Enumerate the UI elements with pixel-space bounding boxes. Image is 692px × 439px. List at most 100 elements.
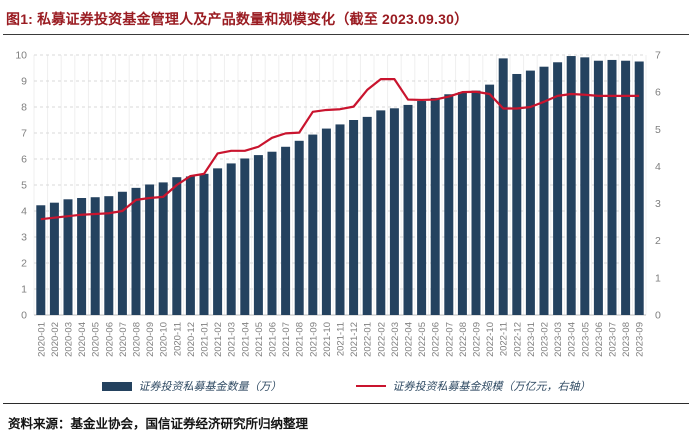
bar bbox=[593, 60, 603, 315]
title-divider bbox=[3, 34, 689, 35]
bar bbox=[281, 146, 291, 315]
x-axis-label: 2021-09 bbox=[308, 322, 319, 357]
x-axis-label: 2022-04 bbox=[404, 322, 415, 357]
scale-line bbox=[40, 78, 640, 221]
x-axis-label: 2022-08 bbox=[458, 322, 469, 357]
bar bbox=[485, 84, 495, 315]
x-axis-label: 2021-12 bbox=[349, 322, 360, 357]
bar bbox=[131, 187, 141, 315]
left-axis-tick: 0 bbox=[21, 310, 27, 322]
bar bbox=[321, 128, 331, 315]
x-axis-label: 2022-05 bbox=[417, 322, 428, 357]
bar bbox=[430, 97, 440, 316]
x-axis-label: 2020-11 bbox=[172, 322, 183, 356]
x-axis-label: 2022-02 bbox=[376, 322, 387, 357]
bar bbox=[417, 101, 427, 316]
right-axis-tick: 3 bbox=[655, 198, 661, 210]
left-axis-tick: 3 bbox=[21, 232, 27, 244]
x-axis-label: 2023-02 bbox=[540, 322, 551, 357]
x-axis-label: 2021-06 bbox=[268, 322, 279, 357]
bar bbox=[634, 61, 644, 315]
x-axis-label: 2021-02 bbox=[213, 322, 224, 357]
bar bbox=[607, 59, 617, 315]
left-axis-tick: 1 bbox=[21, 284, 27, 296]
bar bbox=[90, 197, 100, 315]
x-axis-label: 2020-03 bbox=[64, 322, 75, 357]
x-axis-label: 2021-04 bbox=[240, 322, 251, 357]
bar bbox=[553, 62, 563, 315]
bar bbox=[525, 70, 535, 315]
bar-swatch-icon bbox=[101, 381, 132, 391]
bar bbox=[145, 184, 155, 315]
right-axis-tick: 7 bbox=[655, 50, 661, 62]
bar bbox=[471, 90, 481, 315]
bar bbox=[158, 182, 168, 315]
bar bbox=[172, 177, 182, 315]
legend-item-funds-scale: 证券投资私募基金规模（万亿元，右轴） bbox=[355, 378, 591, 394]
right-axis-tick: 2 bbox=[655, 235, 661, 247]
footer-divider bbox=[3, 403, 689, 404]
x-axis-label: 2020-12 bbox=[186, 322, 197, 357]
bar bbox=[267, 151, 277, 315]
x-axis-label: 2022-09 bbox=[472, 322, 483, 357]
x-axis-label: 2021-11 bbox=[336, 322, 347, 356]
bar bbox=[580, 57, 590, 316]
bar bbox=[403, 104, 413, 315]
bar bbox=[335, 124, 345, 315]
left-axis-tick: 6 bbox=[21, 154, 27, 166]
combo-chart: 0 1 2 3 4 5 6 7 8 9 10 0 1 2 3 4 5 6 7 2020-01 2020-02 2020-0… bbox=[0, 35, 692, 377]
legend-item-funds-count: 证券投资私募基金数量（万） bbox=[101, 378, 282, 394]
right-axis-tick: 4 bbox=[655, 161, 661, 173]
x-axis-label: 2022-12 bbox=[512, 322, 523, 357]
left-axis-tick: 4 bbox=[21, 206, 27, 218]
x-axis-label: 2023-06 bbox=[594, 322, 605, 357]
bar bbox=[117, 191, 127, 315]
bar bbox=[566, 56, 576, 315]
chart-legend: 证券投资私募基金数量（万） 证券投资私募基金规模（万亿元，右轴） bbox=[0, 375, 692, 397]
x-axis-label: 2023-08 bbox=[621, 322, 632, 357]
x-axis-label: 2022-07 bbox=[444, 322, 455, 357]
bar bbox=[389, 108, 399, 315]
right-axis-tick: 5 bbox=[655, 124, 661, 136]
x-axis-label: 2021-03 bbox=[227, 322, 238, 357]
bar bbox=[104, 196, 114, 315]
x-axis-label: 2023-09 bbox=[635, 322, 646, 357]
bar bbox=[294, 140, 304, 315]
x-axis-label: 2020-07 bbox=[118, 322, 129, 357]
bar bbox=[253, 155, 263, 315]
right-axis-tick: 0 bbox=[655, 310, 661, 322]
bar bbox=[457, 92, 467, 316]
source-note: 资料来源：基金业协会，国信证券经济研究所归纳整理 bbox=[8, 417, 309, 431]
bar bbox=[621, 60, 631, 315]
bar bbox=[362, 116, 372, 315]
bar bbox=[199, 173, 209, 315]
left-axis-tick: 8 bbox=[21, 102, 27, 114]
x-axis-label: 2023-05 bbox=[580, 322, 591, 357]
x-axis-label: 2021-01 bbox=[200, 322, 211, 357]
x-axis-label: 2021-10 bbox=[322, 322, 333, 357]
right-axis-tick: 1 bbox=[655, 272, 661, 284]
x-axis-label: 2020-04 bbox=[77, 322, 88, 357]
x-axis-label: 2020-01 bbox=[36, 322, 47, 357]
bar bbox=[308, 134, 318, 315]
legend-label: 证券投资私募基金规模（万亿元，右轴） bbox=[392, 381, 591, 393]
left-axis-tick: 2 bbox=[21, 258, 27, 270]
bar bbox=[498, 58, 508, 315]
bar bbox=[512, 73, 522, 315]
left-axis-tick: 7 bbox=[21, 128, 27, 140]
bar bbox=[185, 176, 195, 315]
x-axis-label: 2023-03 bbox=[553, 322, 564, 357]
x-axis-label: 2022-03 bbox=[390, 322, 401, 357]
legend-label: 证券投资私募基金数量（万） bbox=[138, 381, 282, 393]
x-axis-label: 2023-07 bbox=[608, 322, 619, 357]
x-axis-label: 2021-05 bbox=[254, 322, 265, 357]
left-axis-tick: 9 bbox=[21, 76, 27, 88]
x-axis-label: 2020-09 bbox=[145, 322, 156, 357]
bar bbox=[49, 202, 59, 315]
right-axis-tick: 6 bbox=[655, 87, 661, 99]
x-axis-label: 2020-06 bbox=[104, 322, 115, 357]
x-axis-label: 2022-10 bbox=[485, 322, 496, 357]
bar bbox=[226, 163, 236, 315]
x-axis-label: 2020-08 bbox=[132, 322, 143, 357]
